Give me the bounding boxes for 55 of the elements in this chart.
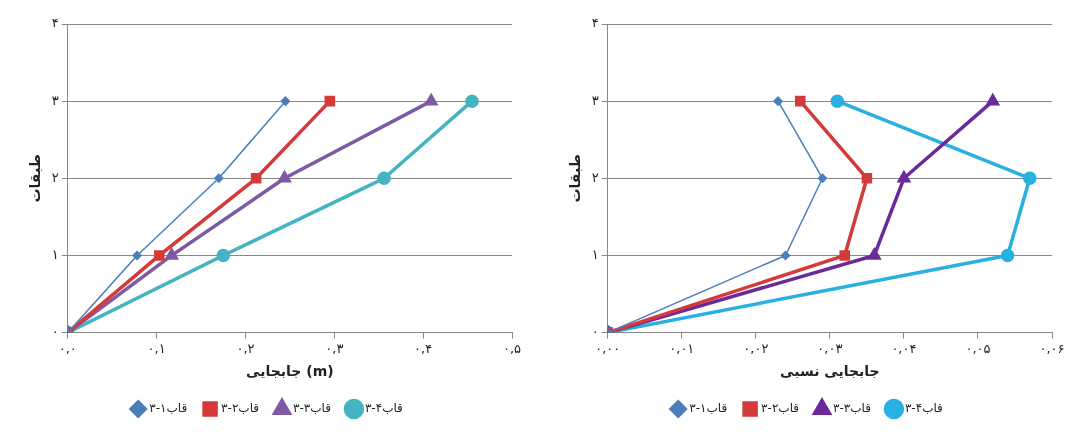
x-tick-label: ۰,۲ [236, 340, 255, 356]
y-tick-label: ۰ [51, 323, 59, 339]
x-tick-label: ۰,۰۵ [965, 340, 991, 356]
x-axis-title: جابجایی نسبی [780, 363, 880, 380]
point [830, 94, 845, 108]
y-tick-label: ۱ [591, 246, 599, 262]
point [794, 95, 806, 107]
point [154, 250, 165, 261]
legend-label: قاب۱-۳ [149, 401, 188, 416]
x-axis-title: جابجایی (m) [246, 363, 334, 380]
legend-label: قاب۲-۳ [221, 401, 260, 416]
y-tick-label: ۳ [591, 92, 599, 108]
x-tick-label: ۰,۰۲ [743, 340, 769, 356]
legend-label: قاب۱-۳ [689, 401, 728, 416]
y-tick-label: ۱ [51, 246, 59, 262]
point [780, 250, 791, 261]
point [861, 173, 873, 184]
legend-label: قاب۴-۳ [364, 401, 403, 416]
point [132, 250, 142, 261]
x-tick-label: ۰,۰۱ [669, 340, 695, 356]
y-axis-title: طبقات [27, 154, 44, 203]
point [839, 250, 850, 261]
point [216, 248, 231, 263]
x-tick-label: ۰,۰ [58, 340, 77, 356]
y-tick-label: ۴ [591, 15, 599, 31]
x-tick-label: ۰,۰۴ [891, 340, 917, 356]
point [250, 173, 262, 184]
x-tick-label: ۰,۰۶ [1039, 340, 1065, 356]
legend-label: قاب۴-۳ [904, 401, 943, 416]
x-tick-label: ۰,۴ [414, 340, 433, 356]
y-axis-title: طبقات [567, 154, 584, 203]
point [868, 248, 881, 260]
legend-label: قاب۲-۳ [761, 401, 800, 416]
x-tick-label: ۰,۰۰ [595, 340, 621, 356]
x-tick-label: ۰,۰۳ [817, 340, 843, 356]
x-tick-label: ۰,۱ [147, 340, 166, 356]
x-tick-label: ۰,۵ [502, 340, 522, 356]
legend-label: قاب۳-۳ [293, 401, 331, 416]
y-tick-label: ۳ [51, 92, 59, 108]
legend-label: قاب۳-۳ [833, 401, 871, 416]
point [773, 96, 783, 106]
point [377, 171, 391, 186]
point [817, 173, 828, 184]
point [165, 248, 178, 260]
point [280, 96, 291, 106]
x-tick-label: ۰,۳ [325, 340, 344, 356]
y-tick-label: ۴ [51, 15, 59, 31]
point [465, 94, 479, 108]
y-tick-label: ۰ [591, 323, 599, 339]
point [324, 95, 336, 107]
point [1000, 248, 1015, 263]
y-tick-label: ۲ [51, 169, 59, 185]
y-tick-label: ۲ [591, 169, 599, 185]
point [214, 173, 224, 184]
point [1023, 171, 1037, 186]
